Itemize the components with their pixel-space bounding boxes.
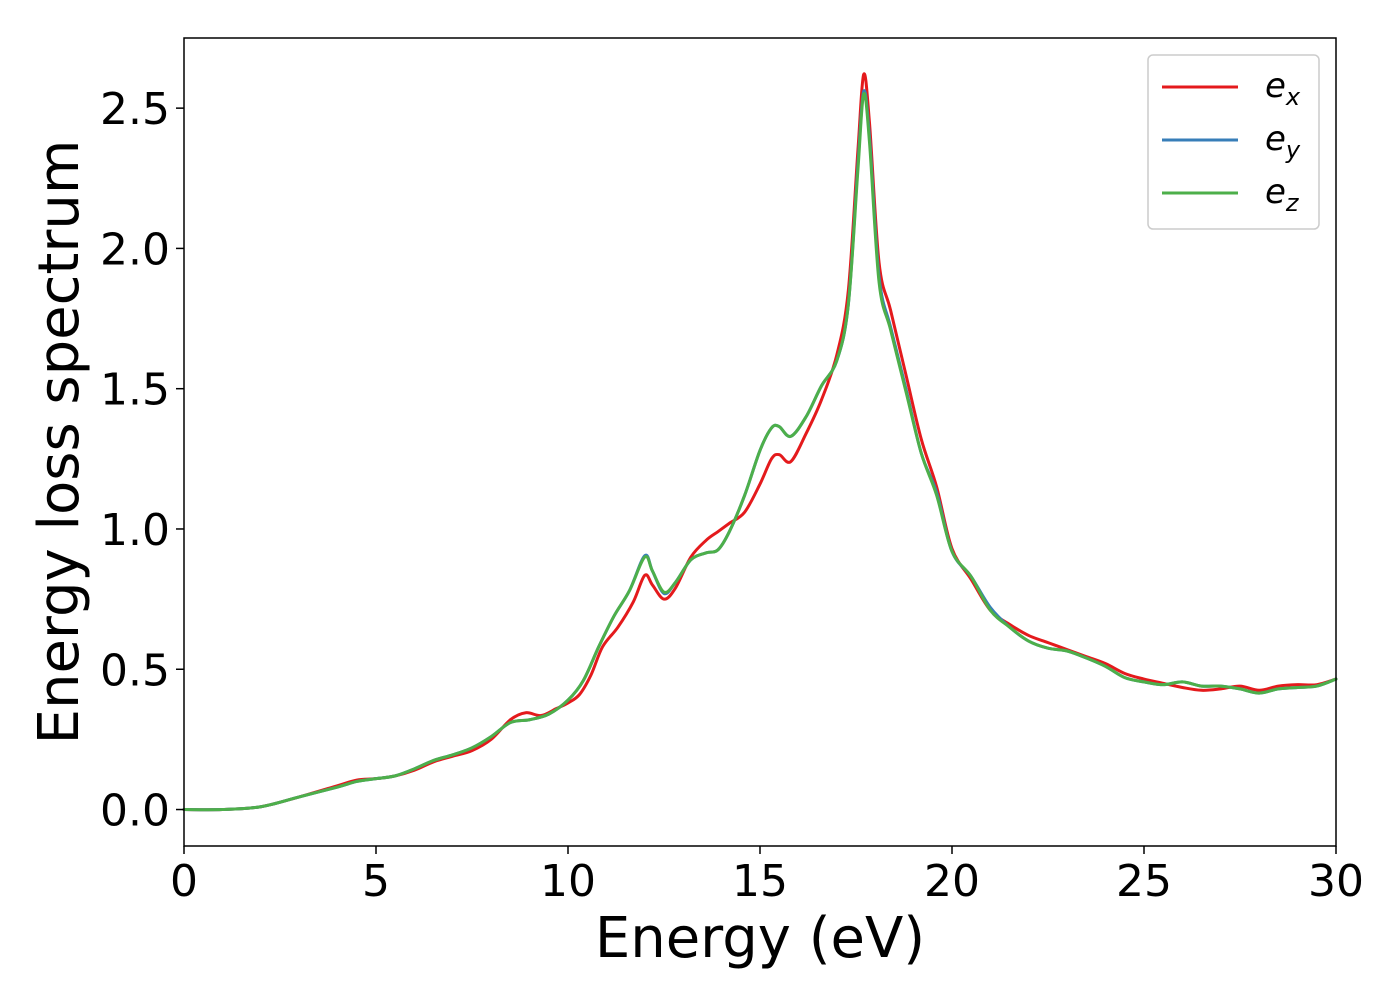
y-tick-label: 1.5: [100, 365, 170, 416]
x-axis-ticks: 0 5 10 15 20 25 30: [170, 846, 1364, 907]
legend-box: [1147, 54, 1320, 230]
x-tick-label: 20: [924, 856, 980, 907]
y-tick-label: 1.0: [100, 505, 170, 556]
legend-label-e-x: ex: [1265, 66, 1301, 111]
x-tick-label: 30: [1308, 856, 1364, 907]
legend: ex ey ez: [1147, 54, 1320, 230]
x-tick-label: 10: [540, 856, 596, 907]
y-tick-label: 0.0: [100, 786, 170, 837]
x-tick-label: 0: [170, 856, 198, 907]
series-layer: [182, 72, 1338, 812]
x-axis-label: Energy (eV): [595, 906, 925, 971]
y-tick-label: 2.5: [100, 84, 170, 135]
legend-label-e-y: ey: [1265, 119, 1301, 164]
series-line-e-z: [182, 92, 1338, 812]
x-tick-label: 5: [362, 856, 390, 907]
y-axis-label: Energy loss spectrum: [27, 140, 92, 745]
x-tick-label: 25: [1116, 856, 1172, 907]
x-tick-label: 15: [732, 856, 788, 907]
y-axis-ticks: 0.0 0.5 1.0 1.5 2.0 2.5: [100, 84, 184, 837]
series-line-e-x: [182, 72, 1338, 812]
y-tick-label: 0.5: [100, 645, 170, 696]
legend-label-e-z: ez: [1265, 172, 1300, 217]
y-tick-label: 2.0: [100, 224, 170, 275]
